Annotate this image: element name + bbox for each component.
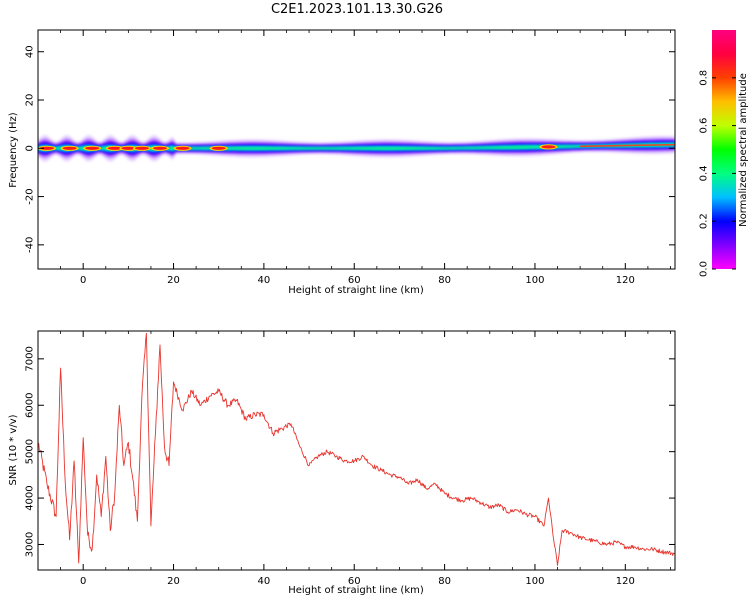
- x-tick-label: 80: [438, 576, 451, 587]
- x-tick-label: 100: [525, 576, 544, 587]
- colorbar: [712, 30, 736, 269]
- x-tick-label: 40: [258, 576, 271, 587]
- colorbar-tick-label: 0.0: [699, 261, 710, 277]
- colorbar-label: Normalized spectral amplitude: [738, 73, 749, 227]
- bottom-x-axis-label: Height of straight line (km): [288, 585, 424, 596]
- heatmap-band-5: [38, 143, 675, 151]
- heatmap-ridge-core: [580, 143, 675, 148]
- snr-series-line: [38, 332, 675, 566]
- colorbar-tick-label: 0.6: [699, 118, 710, 134]
- y-tick-label: 5000: [25, 439, 36, 464]
- x-tick-label: 40: [258, 275, 271, 286]
- heatmap-hotspot-core: [85, 146, 100, 150]
- y-tick-label: 40: [25, 45, 36, 58]
- colorbar-tick-label: 0.2: [699, 213, 710, 229]
- y-tick-label: 0: [25, 145, 36, 151]
- y-tick-label: 4000: [25, 485, 36, 510]
- y-tick-label: -40: [25, 237, 36, 253]
- heatmap-hotspot-core: [175, 146, 190, 150]
- colorbar-tick-label: 0.8: [699, 70, 710, 86]
- x-tick-label: 20: [167, 576, 180, 587]
- x-tick-label: 0: [80, 275, 86, 286]
- bottom-plot-frame: [37, 330, 676, 571]
- heatmap-hotspot-core: [62, 146, 77, 150]
- top-plot-frame: [37, 29, 676, 270]
- colorbar-ticks: 0.0 0.2 0.4 0.6 0.8: [699, 70, 736, 277]
- x-tick-label: 60: [348, 275, 361, 286]
- heatmap-hotspot-core: [40, 146, 55, 150]
- x-tick-label: 0: [80, 576, 86, 587]
- y-tick-label: 6000: [25, 393, 36, 418]
- heatmap-hotspot-core: [107, 146, 122, 150]
- x-tick-label: 120: [616, 576, 635, 587]
- y-tick-label: 20: [25, 94, 36, 107]
- spectrogram-heatmap: [38, 134, 675, 162]
- x-tick-label: 60: [348, 576, 361, 587]
- x-tick-label: 80: [438, 275, 451, 286]
- heatmap-hotspot-core: [211, 146, 226, 150]
- y-tick-label: 3000: [25, 532, 36, 557]
- colorbar-tick-label: 0.4: [699, 165, 710, 181]
- bottom-axis-ticks: 0 20 40 60 80 100 120 3000 4000 5000 6000 7000: [25, 331, 675, 587]
- top-x-axis-label: Height of straight line (km): [288, 285, 424, 296]
- x-tick-label: 100: [525, 275, 544, 286]
- bottom-y-axis-label: SNR (10 * v/v): [8, 414, 19, 485]
- heatmap-hotspot-core: [152, 146, 167, 150]
- top-axis-ticks: 0 20 40 60 80 100 120 -40 -20 0 20 40: [25, 30, 675, 286]
- y-tick-label: -20: [25, 188, 36, 204]
- figure-title: C2E1.2023.101.13.30.G26: [270, 2, 444, 17]
- top-y-axis-label: Frequency (Hz): [8, 112, 19, 188]
- y-tick-label: 7000: [25, 346, 36, 371]
- heatmap-band-4: [38, 142, 675, 152]
- x-tick-label: 20: [167, 275, 180, 286]
- heatmap-hotspot-core: [134, 146, 149, 150]
- x-tick-label: 120: [616, 275, 635, 286]
- heatmap-hotspot-core: [541, 145, 556, 149]
- heatmap-hotspot-core: [121, 146, 136, 150]
